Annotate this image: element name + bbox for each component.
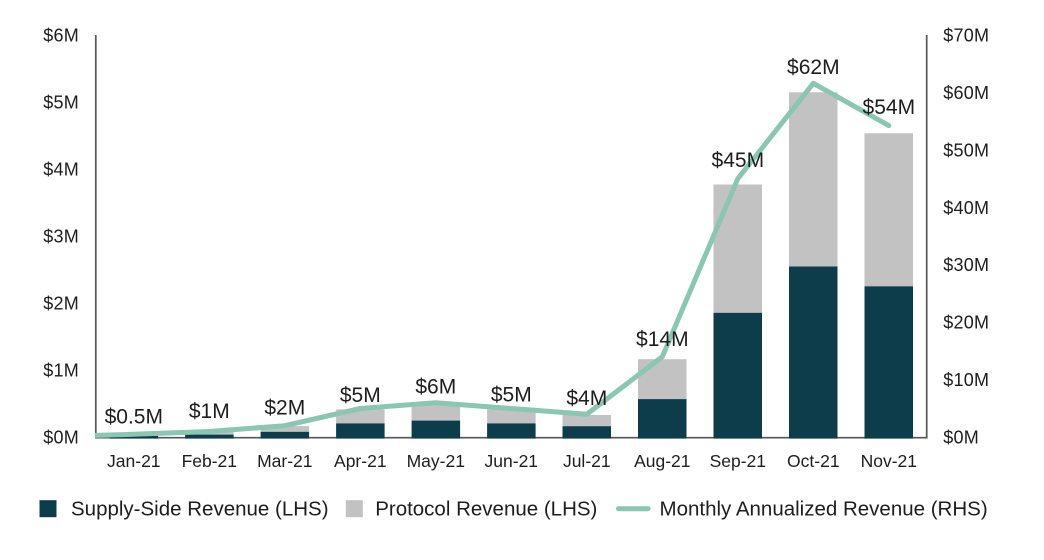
svg-text:$5M: $5M [340, 384, 381, 407]
svg-text:Aug-21: Aug-21 [634, 451, 690, 471]
svg-text:May-21: May-21 [407, 451, 465, 471]
svg-text:$20M: $20M [943, 313, 989, 333]
svg-text:$54M: $54M [863, 96, 916, 119]
svg-text:$2M: $2M [264, 397, 305, 420]
svg-text:Jun-21: Jun-21 [485, 451, 539, 471]
svg-text:Nov-21: Nov-21 [861, 451, 917, 471]
svg-text:Protocol Revenue (LHS): Protocol Revenue (LHS) [375, 498, 597, 521]
svg-text:$0.5M: $0.5M [105, 406, 163, 429]
svg-text:$4M: $4M [566, 387, 607, 410]
svg-text:$14M: $14M [636, 328, 689, 351]
svg-text:Apr-21: Apr-21 [334, 451, 387, 471]
svg-text:$70M: $70M [943, 25, 989, 45]
svg-text:Oct-21: Oct-21 [787, 451, 840, 471]
svg-text:$10M: $10M [943, 370, 989, 390]
svg-text:$40M: $40M [943, 198, 989, 218]
svg-text:$1M: $1M [189, 400, 230, 423]
svg-text:Sep-21: Sep-21 [710, 451, 766, 471]
svg-text:$50M: $50M [943, 140, 989, 160]
svg-text:$45M: $45M [712, 149, 765, 172]
svg-text:$6M: $6M [43, 25, 79, 45]
svg-text:Feb-21: Feb-21 [182, 451, 237, 471]
svg-text:$30M: $30M [943, 255, 989, 275]
svg-text:Jan-21: Jan-21 [107, 451, 161, 471]
svg-text:$60M: $60M [943, 83, 989, 103]
svg-text:$5M: $5M [43, 93, 79, 113]
svg-text:$6M: $6M [415, 376, 456, 399]
svg-text:$0M: $0M [943, 428, 979, 448]
svg-text:$4M: $4M [43, 160, 79, 180]
svg-text:$0M: $0M [43, 428, 79, 448]
svg-text:$62M: $62M [787, 56, 840, 79]
svg-text:Monthly Annualized Revenue (RH: Monthly Annualized Revenue (RHS) [660, 498, 988, 521]
svg-text:$1M: $1M [43, 361, 79, 381]
svg-text:$2M: $2M [43, 294, 79, 314]
svg-text:Supply-Side Revenue (LHS): Supply-Side Revenue (LHS) [71, 498, 329, 521]
svg-text:$5M: $5M [491, 383, 532, 406]
svg-text:Jul-21: Jul-21 [563, 451, 611, 471]
svg-text:Mar-21: Mar-21 [257, 451, 312, 471]
svg-text:$3M: $3M [43, 227, 79, 247]
